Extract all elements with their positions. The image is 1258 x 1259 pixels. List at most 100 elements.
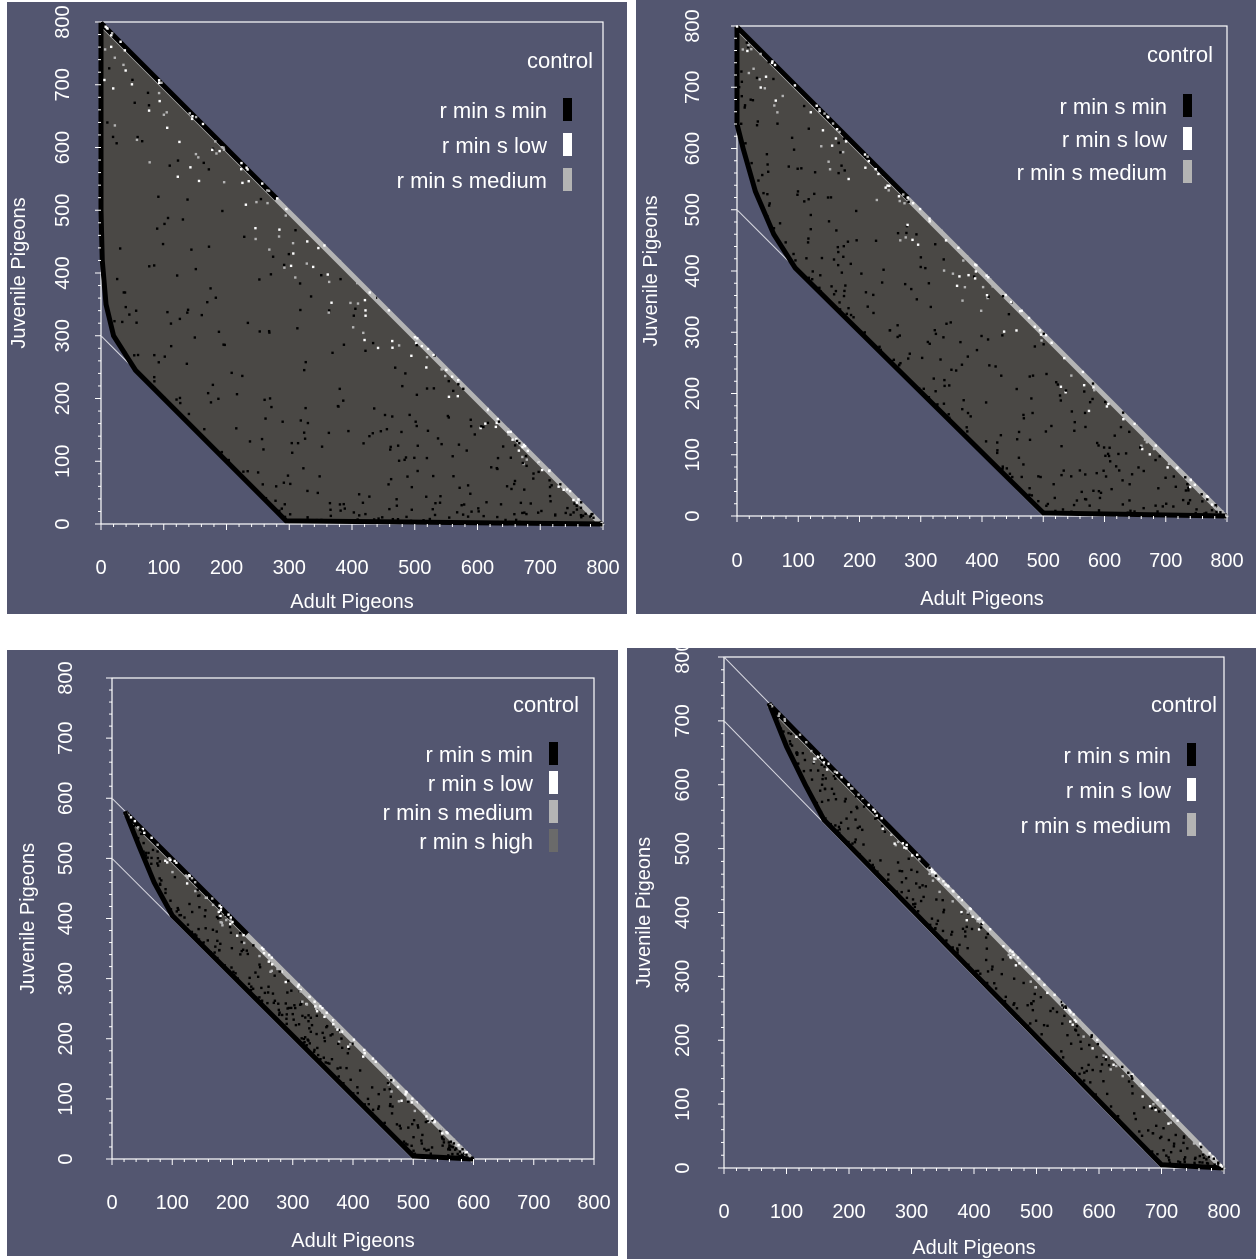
scatter-point [222, 180, 226, 184]
scatter-point [1002, 330, 1006, 333]
x-tick-label: 400 [336, 1192, 369, 1214]
scatter-point [374, 1060, 377, 1063]
scatter-point [1130, 473, 1134, 476]
scatter-point [548, 494, 552, 498]
scatter-point [1000, 374, 1003, 377]
scatter-point [529, 502, 532, 505]
scatter-point [165, 861, 169, 864]
scatter-point [195, 934, 198, 937]
scatter-point [774, 99, 777, 102]
x-tick-label: 700 [524, 557, 557, 579]
scatter-point [854, 795, 858, 798]
scatter-point [836, 829, 839, 832]
scatter-point [193, 881, 197, 884]
scatter-point [1187, 514, 1190, 517]
scatter-point [969, 415, 972, 418]
scatter-point [218, 149, 221, 153]
scatter-point [1119, 425, 1123, 429]
scatter-point [893, 842, 896, 845]
scatter-point [223, 343, 226, 347]
scatter-point [425, 387, 429, 390]
scatter-point [1083, 1071, 1086, 1074]
scatter-point [996, 449, 999, 452]
scatter-point [996, 451, 999, 455]
scatter-point [1192, 1142, 1196, 1145]
scatter-point [450, 1145, 453, 1148]
scatter-point [319, 1005, 322, 1008]
scatter-point [811, 278, 814, 281]
scatter-point [303, 227, 306, 230]
scatter-point [792, 252, 795, 256]
scatter-point [939, 358, 942, 361]
scatter-point [571, 522, 574, 525]
scatter-point [234, 972, 237, 975]
scatter-point [315, 518, 319, 522]
scatter-point [749, 98, 752, 101]
scatter-point [391, 1133, 394, 1137]
scatter-point [883, 830, 887, 833]
scatter-point [156, 864, 160, 867]
scatter-point [456, 1156, 459, 1159]
scatter-point [349, 1036, 352, 1039]
scatter-point [1012, 977, 1016, 980]
scatter-point [416, 1126, 420, 1129]
scatter-point [295, 1038, 299, 1042]
scatter-point [985, 294, 989, 297]
scatter-point [482, 425, 485, 429]
scatter-point [429, 1152, 432, 1155]
scatter-point [308, 1027, 311, 1030]
scatter-point [874, 817, 877, 820]
scatter-point [365, 1107, 368, 1111]
scatter-point [461, 1148, 464, 1151]
scatter-point [310, 1023, 314, 1027]
scatter-point [316, 491, 319, 495]
scatter-point [186, 311, 189, 314]
scatter-point [377, 1092, 380, 1096]
scatter-point [892, 358, 896, 361]
scatter-point [400, 1099, 403, 1102]
scatter-point [952, 951, 956, 955]
scatter-point [401, 384, 404, 388]
scatter-point [363, 1052, 366, 1055]
scatter-point [147, 109, 151, 112]
scatter-point [558, 522, 562, 525]
scatter-point [448, 1155, 451, 1159]
scatter-point [299, 990, 302, 993]
scatter-point [817, 754, 821, 757]
scatter-point [278, 1011, 281, 1014]
scatter-point [769, 706, 773, 710]
scatter-point [320, 274, 323, 277]
scatter-point [767, 204, 771, 207]
scatter-point [297, 983, 301, 986]
scatter-point [989, 278, 992, 281]
scatter-point [1176, 1119, 1179, 1122]
scatter-point [1128, 499, 1131, 502]
scatter-point [400, 430, 403, 434]
scatter-point [932, 930, 936, 934]
scatter-point [496, 520, 499, 523]
scatter-point [960, 363, 964, 366]
scatter-point [241, 929, 245, 933]
scatter-point [796, 167, 799, 170]
scatter-point [1150, 1107, 1154, 1110]
scatter-point [415, 424, 418, 428]
scatter-point [1007, 953, 1010, 957]
scatter-point [163, 850, 166, 853]
scatter-point [859, 330, 863, 333]
scatter-point [962, 259, 965, 262]
scatter-point [406, 1143, 409, 1146]
scatter-point [383, 1121, 386, 1125]
scatter-point [331, 1019, 335, 1022]
scatter-point [144, 854, 148, 857]
scatter-point [964, 930, 967, 933]
scatter-point [340, 1037, 343, 1040]
scatter-point [404, 1142, 407, 1145]
scatter-point [451, 455, 454, 458]
scatter-point [825, 768, 829, 771]
scatter-point [171, 914, 174, 917]
y-axis-title: Juvenile Pigeons [640, 195, 662, 346]
scatter-point [214, 140, 217, 143]
scatter-point [141, 832, 145, 836]
scatter-point [526, 449, 530, 453]
y-tick-label: 200 [682, 377, 704, 410]
